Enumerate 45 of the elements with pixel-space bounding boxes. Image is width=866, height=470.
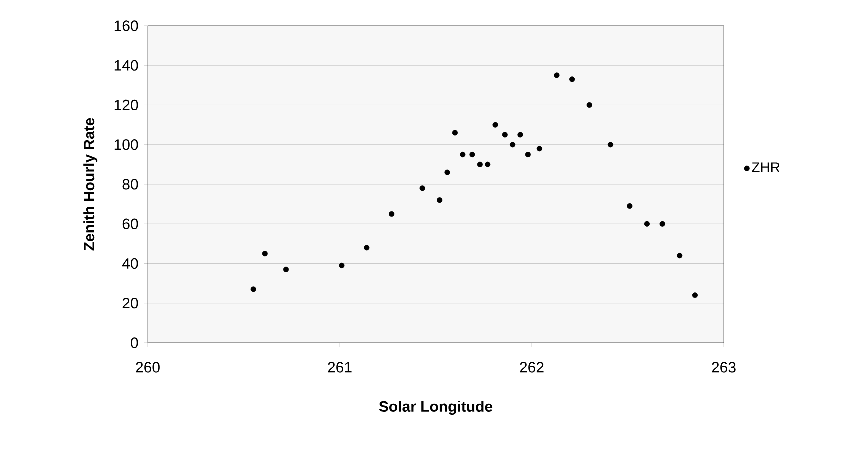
y-tick-label: 160: [114, 20, 138, 32]
point: [692, 292, 698, 298]
y-axis-title: Zenith Hourly Rate: [84, 118, 98, 251]
x-tick-label: 263: [712, 362, 736, 373]
point: [485, 162, 491, 168]
point: [677, 253, 683, 259]
y-tick-label: 140: [114, 60, 138, 71]
y-tick-label: 20: [122, 298, 138, 309]
point: [502, 132, 508, 138]
point: [420, 186, 426, 192]
point: [389, 211, 395, 218]
point: [510, 142, 516, 148]
point: [536, 146, 542, 152]
point: [608, 142, 614, 148]
point: [460, 152, 466, 158]
point: [492, 122, 498, 128]
point: [586, 102, 592, 108]
legend-label: ZHR: [752, 162, 780, 172]
y-tick-label: 0: [131, 338, 138, 348]
y-tick-label: 100: [114, 140, 138, 150]
y-tick-label: 80: [122, 179, 138, 190]
point: [250, 286, 256, 292]
point: [339, 262, 345, 269]
point: [262, 251, 268, 257]
point: [437, 198, 443, 204]
y-tick-label: 120: [114, 100, 138, 111]
x-tick-label: 262: [520, 362, 544, 373]
point: [452, 130, 458, 136]
point: [518, 132, 524, 138]
point: [554, 72, 560, 78]
point: [570, 76, 576, 82]
point: [470, 152, 476, 158]
point: [364, 245, 370, 251]
point: [283, 266, 290, 272]
point: [627, 203, 633, 210]
point: [444, 170, 450, 176]
y-tick-label: 60: [122, 218, 138, 230]
x-axis-title: Solar Longitude: [379, 401, 493, 416]
point: [525, 152, 531, 158]
x-tick-label: 260: [136, 362, 160, 373]
point: [477, 162, 483, 168]
y-tick-label: 40: [122, 258, 138, 270]
point: [660, 221, 666, 227]
point: [644, 221, 650, 227]
x-tick-label: 261: [328, 362, 352, 373]
